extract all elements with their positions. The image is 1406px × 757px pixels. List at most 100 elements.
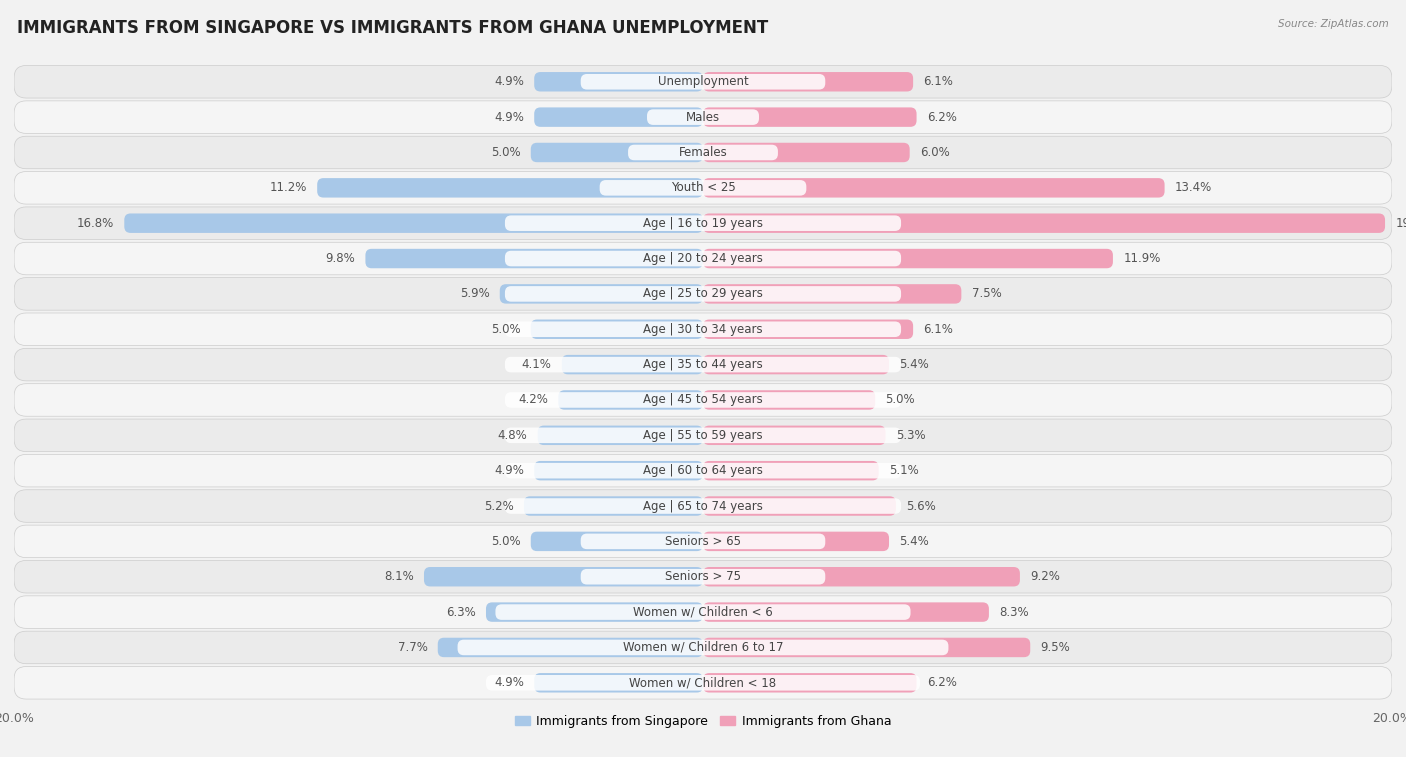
FancyBboxPatch shape bbox=[14, 66, 1392, 98]
Text: Females: Females bbox=[679, 146, 727, 159]
FancyBboxPatch shape bbox=[14, 207, 1392, 239]
FancyBboxPatch shape bbox=[703, 284, 962, 304]
FancyBboxPatch shape bbox=[581, 569, 825, 584]
Text: 7.7%: 7.7% bbox=[398, 641, 427, 654]
FancyBboxPatch shape bbox=[703, 143, 910, 162]
FancyBboxPatch shape bbox=[628, 145, 778, 160]
FancyBboxPatch shape bbox=[534, 673, 703, 693]
FancyBboxPatch shape bbox=[14, 172, 1392, 204]
FancyBboxPatch shape bbox=[14, 525, 1392, 558]
FancyBboxPatch shape bbox=[581, 74, 825, 89]
Text: 5.6%: 5.6% bbox=[907, 500, 936, 512]
FancyBboxPatch shape bbox=[599, 180, 807, 195]
Text: Seniors > 65: Seniors > 65 bbox=[665, 535, 741, 548]
Text: 4.2%: 4.2% bbox=[519, 394, 548, 407]
FancyBboxPatch shape bbox=[505, 357, 901, 372]
Text: Unemployment: Unemployment bbox=[658, 75, 748, 89]
Text: Age | 35 to 44 years: Age | 35 to 44 years bbox=[643, 358, 763, 371]
FancyBboxPatch shape bbox=[499, 284, 703, 304]
FancyBboxPatch shape bbox=[531, 143, 703, 162]
Text: 4.8%: 4.8% bbox=[498, 428, 527, 442]
FancyBboxPatch shape bbox=[486, 675, 920, 690]
Text: 8.1%: 8.1% bbox=[384, 570, 413, 583]
FancyBboxPatch shape bbox=[562, 355, 703, 374]
Text: Seniors > 75: Seniors > 75 bbox=[665, 570, 741, 583]
FancyBboxPatch shape bbox=[505, 392, 901, 408]
FancyBboxPatch shape bbox=[14, 419, 1392, 452]
FancyBboxPatch shape bbox=[703, 391, 875, 410]
FancyBboxPatch shape bbox=[703, 461, 879, 481]
FancyBboxPatch shape bbox=[558, 391, 703, 410]
Text: 4.9%: 4.9% bbox=[494, 676, 524, 690]
FancyBboxPatch shape bbox=[14, 490, 1392, 522]
FancyBboxPatch shape bbox=[534, 461, 703, 481]
FancyBboxPatch shape bbox=[124, 213, 703, 233]
Text: 9.8%: 9.8% bbox=[325, 252, 356, 265]
Text: 5.9%: 5.9% bbox=[460, 288, 489, 301]
FancyBboxPatch shape bbox=[703, 531, 889, 551]
Text: 5.4%: 5.4% bbox=[900, 358, 929, 371]
Text: Age | 30 to 34 years: Age | 30 to 34 years bbox=[643, 322, 763, 336]
Text: Age | 20 to 24 years: Age | 20 to 24 years bbox=[643, 252, 763, 265]
FancyBboxPatch shape bbox=[703, 107, 917, 127]
Text: 6.3%: 6.3% bbox=[446, 606, 475, 618]
Text: Age | 55 to 59 years: Age | 55 to 59 years bbox=[643, 428, 763, 442]
Text: Age | 65 to 74 years: Age | 65 to 74 years bbox=[643, 500, 763, 512]
Text: Age | 16 to 19 years: Age | 16 to 19 years bbox=[643, 217, 763, 229]
FancyBboxPatch shape bbox=[14, 596, 1392, 628]
Text: 7.5%: 7.5% bbox=[972, 288, 1001, 301]
FancyBboxPatch shape bbox=[524, 497, 703, 516]
FancyBboxPatch shape bbox=[581, 534, 825, 549]
FancyBboxPatch shape bbox=[318, 178, 703, 198]
FancyBboxPatch shape bbox=[703, 213, 1385, 233]
Text: 5.0%: 5.0% bbox=[491, 535, 520, 548]
FancyBboxPatch shape bbox=[647, 109, 759, 125]
Text: 6.1%: 6.1% bbox=[924, 75, 953, 89]
Text: 5.1%: 5.1% bbox=[889, 464, 918, 477]
FancyBboxPatch shape bbox=[531, 319, 703, 339]
FancyBboxPatch shape bbox=[14, 560, 1392, 593]
Text: Women w/ Children < 6: Women w/ Children < 6 bbox=[633, 606, 773, 618]
Text: Males: Males bbox=[686, 111, 720, 123]
Text: 6.2%: 6.2% bbox=[927, 676, 956, 690]
Text: 8.3%: 8.3% bbox=[1000, 606, 1029, 618]
Text: 4.9%: 4.9% bbox=[494, 75, 524, 89]
Text: 4.1%: 4.1% bbox=[522, 358, 551, 371]
Text: Women w/ Children < 18: Women w/ Children < 18 bbox=[630, 676, 776, 690]
FancyBboxPatch shape bbox=[537, 425, 703, 445]
Text: Women w/ Children 6 to 17: Women w/ Children 6 to 17 bbox=[623, 641, 783, 654]
Text: Age | 25 to 29 years: Age | 25 to 29 years bbox=[643, 288, 763, 301]
FancyBboxPatch shape bbox=[14, 278, 1392, 310]
FancyBboxPatch shape bbox=[14, 242, 1392, 275]
FancyBboxPatch shape bbox=[505, 463, 901, 478]
Text: 5.0%: 5.0% bbox=[491, 146, 520, 159]
FancyBboxPatch shape bbox=[486, 603, 703, 621]
Text: Age | 45 to 54 years: Age | 45 to 54 years bbox=[643, 394, 763, 407]
Text: Youth < 25: Youth < 25 bbox=[671, 182, 735, 195]
FancyBboxPatch shape bbox=[703, 567, 1019, 587]
FancyBboxPatch shape bbox=[703, 637, 1031, 657]
FancyBboxPatch shape bbox=[534, 72, 703, 92]
Text: IMMIGRANTS FROM SINGAPORE VS IMMIGRANTS FROM GHANA UNEMPLOYMENT: IMMIGRANTS FROM SINGAPORE VS IMMIGRANTS … bbox=[17, 19, 768, 37]
Text: 5.3%: 5.3% bbox=[896, 428, 925, 442]
FancyBboxPatch shape bbox=[703, 178, 1164, 198]
Text: 6.1%: 6.1% bbox=[924, 322, 953, 336]
Text: Source: ZipAtlas.com: Source: ZipAtlas.com bbox=[1278, 19, 1389, 29]
FancyBboxPatch shape bbox=[14, 101, 1392, 133]
Text: 11.2%: 11.2% bbox=[270, 182, 307, 195]
Text: 6.2%: 6.2% bbox=[927, 111, 956, 123]
FancyBboxPatch shape bbox=[14, 348, 1392, 381]
FancyBboxPatch shape bbox=[437, 637, 703, 657]
FancyBboxPatch shape bbox=[703, 673, 917, 693]
FancyBboxPatch shape bbox=[531, 531, 703, 551]
FancyBboxPatch shape bbox=[703, 355, 889, 374]
FancyBboxPatch shape bbox=[14, 384, 1392, 416]
FancyBboxPatch shape bbox=[14, 666, 1392, 699]
FancyBboxPatch shape bbox=[703, 497, 896, 516]
FancyBboxPatch shape bbox=[534, 107, 703, 127]
FancyBboxPatch shape bbox=[366, 249, 703, 268]
Text: 19.8%: 19.8% bbox=[1395, 217, 1406, 229]
FancyBboxPatch shape bbox=[703, 319, 912, 339]
Text: 6.0%: 6.0% bbox=[920, 146, 950, 159]
Text: 5.2%: 5.2% bbox=[484, 500, 513, 512]
